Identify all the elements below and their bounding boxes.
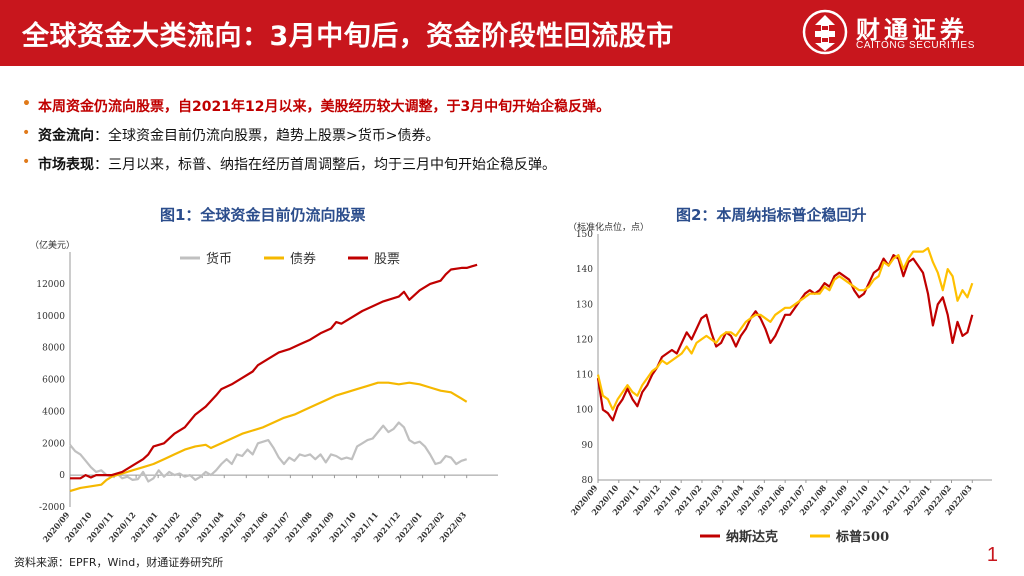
y-tick-label: 4000 — [42, 407, 65, 417]
y-tick-label: 90 — [582, 441, 594, 451]
index-performance-chart: （标准化点位，点）80901001101201301401502020/0920… — [568, 222, 992, 545]
bullet-dot-icon: • — [22, 96, 31, 112]
source-note: 资料来源：EPFR，Wind，财通证券研究所 — [14, 556, 224, 569]
summary-bullets: • 本周资金仍流向股票，自2021年12月以来，美股经历较大调整，于3月中旬开始… — [22, 96, 998, 183]
y-axis-label: （亿美元） — [30, 239, 75, 251]
series-line-1 — [596, 254, 974, 422]
series-line-2 — [596, 247, 974, 411]
figure-1-title: 图1：全球资金目前仍流向股票 — [160, 206, 366, 224]
y-tick-label: 150 — [576, 230, 593, 240]
legend-label: 债券 — [290, 251, 316, 267]
figure-2-title: 图2：本周纳指标普企稳回升 — [676, 206, 867, 224]
y-tick-label: 80 — [582, 476, 594, 486]
series-line-2 — [69, 381, 468, 493]
bullet-dot-icon: • — [22, 125, 31, 141]
brand-logo: 财通证券 CAITONG SECURITIES — [802, 6, 1002, 60]
y-axis-label: （标准化点位，点） — [568, 222, 649, 233]
fund-flow-chart: （亿美元）-2000020004000600080001000012000202… — [30, 239, 498, 544]
y-tick-label: 120 — [576, 335, 593, 345]
bullet-label: 市场表现 — [38, 157, 94, 173]
page-title: 全球资金大类流向：3月中旬后，资金阶段性回流股市 — [22, 21, 674, 52]
bullet-text: ：三月以来，标普、纳指在经历首周调整后，均于三月中旬开始企稳反弹。 — [94, 157, 556, 173]
bullet-label: 资金流向 — [38, 128, 94, 144]
y-tick-label: 6000 — [42, 376, 65, 386]
logo-text-en: CAITONG SECURITIES — [856, 40, 975, 51]
bullet-lead-text: 本周资金仍流向股票，自2021年12月以来，美股经历较大调整，于3月中旬开始企稳… — [38, 99, 611, 115]
y-tick-label: 130 — [576, 300, 593, 310]
header-banner: 全球资金大类流向：3月中旬后，资金阶段性回流股市 财通证券 CAITONG SE… — [0, 0, 1024, 66]
bullet-item: • 本周资金仍流向股票，自2021年12月以来，美股经历较大调整，于3月中旬开始… — [22, 96, 998, 125]
y-tick-label: 100 — [576, 406, 593, 416]
logo-text-cn: 财通证券 — [856, 16, 968, 44]
page-number: 1 — [986, 544, 998, 566]
series-line-3 — [70, 263, 478, 480]
bullet-item: • 市场表现：三月以来，标普、纳指在经历首周调整后，均于三月中旬开始企稳反弹。 — [22, 154, 998, 183]
caitong-logo-icon — [802, 9, 848, 55]
y-tick-label: 10000 — [36, 312, 65, 322]
y-tick-label: 140 — [576, 265, 593, 275]
y-tick-label: 110 — [576, 371, 593, 381]
legend-label: 货币 — [206, 251, 232, 267]
series-line-1 — [69, 421, 468, 483]
y-tick-label: 0 — [59, 471, 65, 481]
y-tick-label: 2000 — [42, 439, 65, 449]
legend-label: 股票 — [374, 252, 400, 267]
legend-label: 纳斯达克 — [726, 529, 778, 545]
y-tick-label: 12000 — [36, 280, 65, 290]
y-tick-label: -2000 — [39, 503, 65, 513]
bullet-text: ：全球资金目前仍流向股票，趋势上股票>货币>债券。 — [94, 128, 440, 144]
legend-label: 标普500 — [835, 529, 889, 545]
bullet-item: • 资金流向：全球资金目前仍流向股票，趋势上股票>货币>债券。 — [22, 125, 998, 154]
y-tick-label: 8000 — [42, 344, 65, 354]
bullet-dot-icon: • — [22, 154, 31, 170]
